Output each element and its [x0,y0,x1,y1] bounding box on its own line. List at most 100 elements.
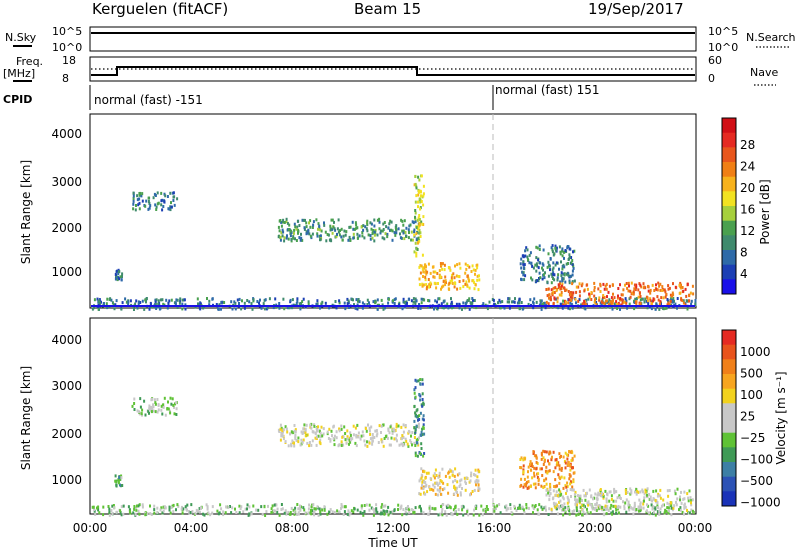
colorbar-swatch [722,374,736,390]
heatmap-cell [606,507,609,511]
heatmap-cell [369,237,372,241]
heatmap-cell [520,477,523,481]
heatmap-cell [413,391,416,395]
heatmap-cell [549,268,551,272]
heatmap-cell [688,489,691,493]
heatmap-cell [547,264,550,268]
heatmap-cell [297,229,300,233]
heatmap-cell [231,307,234,311]
heatmap-cell [137,509,140,513]
heatmap-cell [666,298,669,301]
heatmap-cell [520,456,523,460]
heatmap-cell [330,429,333,433]
heatmap-cell [645,509,648,513]
heatmap-cell [163,192,166,196]
heatmap-cell [422,469,424,473]
heatmap-cell [605,287,608,291]
heatmap-cell [414,411,417,415]
heatmap-cell [115,483,118,487]
heatmap-cell [168,409,171,413]
heatmap-cell [373,239,376,243]
heatmap-cell [561,508,564,512]
heatmap-cell [657,506,660,509]
heatmap-cell [315,443,318,447]
heatmap-cell [560,503,563,507]
heatmap-cell [395,425,398,429]
heatmap-cell [391,510,394,514]
heatmap-cell [569,307,571,311]
heatmap-cell [475,483,477,487]
heatmap-cell [310,512,313,516]
heatmap-cell [112,303,115,307]
cpid-segment-1: normal (fast) -151 [94,93,203,107]
heatmap-cell [602,294,605,297]
heatmap-cell [147,409,150,413]
heatmap-cell [672,282,674,286]
heatmap-cell [532,511,534,515]
heatmap-cell [418,436,420,440]
heatmap-cell [578,282,581,286]
heatmap-cell [624,283,626,287]
heatmap-cell [453,492,456,496]
heatmap-cell [458,485,461,488]
nsky-frame [89,26,697,52]
heatmap-cell [366,303,369,306]
heatmap-cell [658,302,661,306]
heatmap-cell [556,512,559,516]
heatmap-cell [522,485,525,489]
heatmap-cell [560,284,563,288]
heatmap-cell [168,508,171,512]
heatmap-cell [418,283,421,287]
heatmap-cell [345,441,348,445]
heatmap-cell [148,206,151,210]
colorbar-tick-label: 20 [740,181,755,195]
heatmap-cell [536,279,539,283]
heatmap-cell [630,489,633,493]
heatmap-cell [614,504,617,508]
heatmap-cell [581,504,584,507]
heatmap-cell [411,238,414,242]
heatmap-cell [635,285,638,289]
heatmap-cell [284,425,287,429]
heatmap-cell [442,280,445,284]
heatmap-cell [530,276,532,280]
heatmap-cell [427,512,430,516]
heatmap-cell [148,407,151,411]
heatmap-cell [117,270,120,274]
heatmap-cell [536,508,539,512]
heatmap-cell [338,233,341,237]
heatmap-cell [370,506,373,510]
heatmap-cell [167,407,170,411]
heatmap-cell [674,492,677,496]
heatmap-cell [159,298,162,302]
heatmap-cell [134,302,137,306]
heatmap-cell [401,307,404,311]
heatmap-cell [421,284,424,288]
heatmap-cell [622,288,625,292]
heatmap-cell [367,233,370,237]
heatmap-cell [422,203,425,207]
colorbar-tick-label: 4 [740,267,748,281]
heatmap-cell [639,505,642,508]
heatmap-cell [196,297,199,301]
heatmap-cell [561,249,564,253]
heatmap-cell [542,463,545,466]
heatmap-cell [346,302,349,306]
heatmap-cell [98,511,101,515]
heatmap-cell [444,275,447,279]
heatmap-cell [371,236,374,240]
heatmap-cell [414,241,417,245]
heatmap-cell [598,298,601,302]
heatmap-cell [319,228,322,232]
heatmap-cell [302,297,305,301]
heatmap-cell [412,509,415,513]
heatmap-cell [347,299,350,303]
heatmap-cell [275,503,278,507]
heatmap-cell [329,226,332,230]
heatmap-cell [343,301,346,305]
heatmap-cell [540,453,543,457]
heatmap-cell [639,503,642,506]
heatmap-cell [629,487,632,491]
heatmap-cell [549,295,552,299]
heatmap-cell [414,300,417,304]
